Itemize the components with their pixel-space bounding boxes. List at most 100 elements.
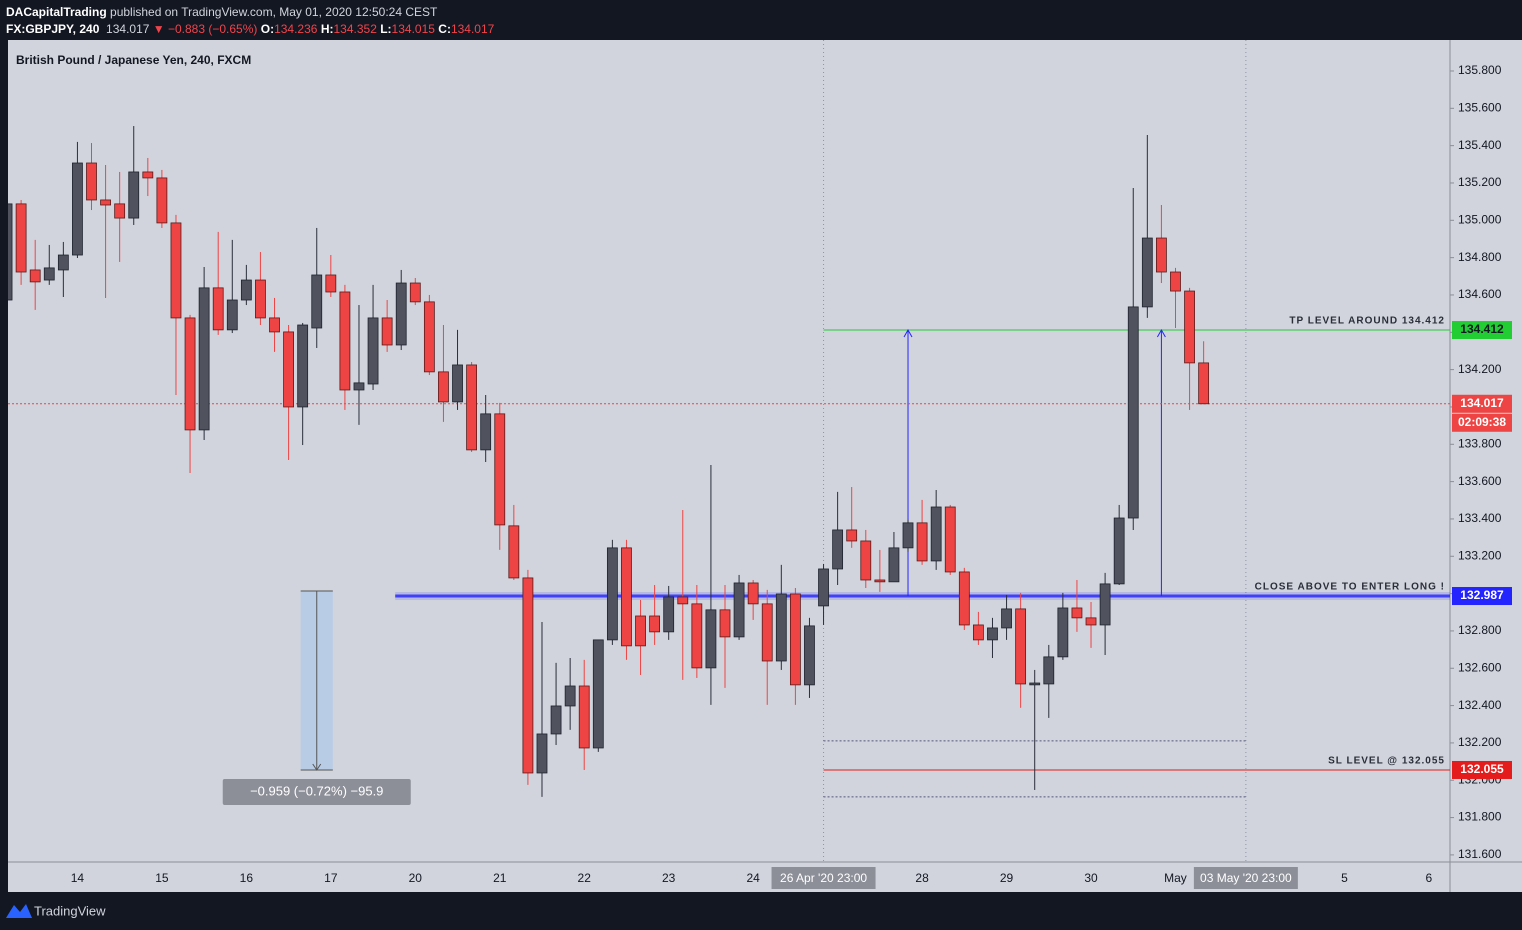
x-tick-label: 15 (155, 871, 169, 885)
overlay: 131.600131.800132.000132.200132.400132.6… (71, 63, 1512, 889)
logo-icon (6, 904, 32, 918)
x-tick-label: 24 (746, 871, 760, 885)
ohlc-value: 134.017 (450, 22, 495, 36)
y-tick-label: 135.400 (1458, 138, 1502, 152)
candle-body (240, 279, 252, 301)
ohlc-key: O: (260, 22, 275, 36)
candle-body (1001, 608, 1012, 629)
candle-body (1043, 656, 1055, 685)
candle-body (1085, 617, 1097, 626)
ohlc-value: 134.015 (391, 22, 435, 36)
target-arrowhead (1156, 329, 1166, 338)
candle-body (649, 615, 661, 633)
x-tick-label: 29 (1000, 871, 1014, 885)
candle-body (705, 609, 717, 669)
candle-body (930, 506, 942, 562)
candle-body (367, 317, 379, 385)
candle-body (522, 577, 534, 774)
candle-body (536, 733, 548, 774)
candle-body (578, 685, 590, 749)
candle-body (1198, 362, 1210, 405)
candle-body (339, 291, 351, 391)
y-tick-label: 135.200 (1458, 175, 1502, 189)
y-tick-label: 131.600 (1458, 847, 1502, 861)
candle-body (114, 203, 126, 219)
candle-body (452, 364, 463, 403)
measure-label-box (222, 778, 411, 805)
candle-body (1113, 517, 1125, 585)
candle-body (409, 282, 421, 303)
y-tick-label: 132.200 (1458, 735, 1502, 749)
candle-body (719, 609, 731, 638)
y-tick-label: 134.200 (1458, 362, 1502, 376)
candle-body (1184, 290, 1195, 364)
candle-body (747, 582, 759, 605)
y-tick-label: 133.800 (1458, 436, 1502, 450)
candle-body (775, 593, 787, 662)
level-tag (1452, 587, 1512, 606)
measure-arrowhead (312, 763, 322, 771)
level-tag (1452, 321, 1512, 340)
footer-logo: TradingView (6, 903, 106, 918)
candle-body (1127, 306, 1139, 519)
candle-body (466, 364, 478, 451)
candle-body (212, 287, 224, 331)
last-price-tag (1452, 394, 1512, 413)
candle-body (29, 269, 41, 283)
candle-body (846, 529, 858, 542)
y-tick-label: 132.400 (1458, 698, 1502, 712)
target-arrowhead (903, 329, 913, 338)
brand: TradingView (34, 903, 106, 918)
candle-body (1170, 271, 1181, 292)
candle-body (944, 506, 956, 573)
candle-body (226, 299, 238, 331)
candle-body (606, 547, 618, 641)
candle-body (381, 317, 393, 346)
chart-background (8, 40, 1522, 892)
level-tag-label: 134.412 (1460, 322, 1504, 336)
header: DACapitalTrading published on TradingVie… (6, 4, 494, 38)
candle-body (1071, 607, 1083, 619)
candle-body (550, 705, 562, 735)
candle-body (972, 624, 984, 641)
candle-body (804, 625, 815, 686)
countdown-label: 02:09:38 (1458, 415, 1506, 429)
published: published on TradingView.com, May 01, 20… (110, 5, 438, 19)
header-line: FX:GBPJPY, 240 134.017 ▼ −0.883 (−0.65%)… (6, 21, 494, 38)
last-price-label: 134.017 (1460, 396, 1504, 410)
candle-body (86, 162, 97, 201)
candle-body (156, 177, 168, 224)
candle-body (100, 199, 111, 206)
x-tick-label: 30 (1084, 871, 1098, 885)
candle-body (395, 282, 407, 346)
candle-body (663, 596, 675, 633)
y-tick-label: 135.000 (1458, 212, 1502, 226)
measure-label: −0.959 (−0.72%) −95.9 (250, 783, 383, 798)
candle-body (72, 162, 83, 256)
candle-body (1057, 607, 1069, 658)
y-tick-label: 132.800 (1458, 623, 1502, 637)
level-tag-label: 132.987 (1460, 588, 1504, 602)
candle-body (325, 274, 337, 293)
range-edge-label: 26 Apr '20 23:00 (780, 871, 867, 885)
x-tick-label: 16 (240, 871, 254, 885)
ohlc-value: 134.352 (333, 22, 377, 36)
candle-body (170, 222, 182, 319)
candle-body (353, 382, 365, 391)
candle-body (789, 593, 801, 686)
candle-body (15, 203, 27, 273)
x-tick-label: 20 (409, 871, 423, 885)
y-tick-label: 134.800 (1458, 250, 1502, 264)
candle-body (733, 582, 745, 638)
candle-body (423, 301, 435, 373)
candle-body (818, 568, 829, 607)
candle-body (128, 171, 140, 219)
y-tick-label: 135.600 (1458, 100, 1502, 114)
y-tick-label: 131.800 (1458, 810, 1502, 824)
y-tick-label: 134.600 (1458, 287, 1502, 301)
candle-body (494, 413, 506, 526)
level-label: SL LEVEL @ 132.055 (1328, 756, 1445, 767)
candle-body (860, 540, 872, 581)
candle-body (958, 571, 970, 626)
